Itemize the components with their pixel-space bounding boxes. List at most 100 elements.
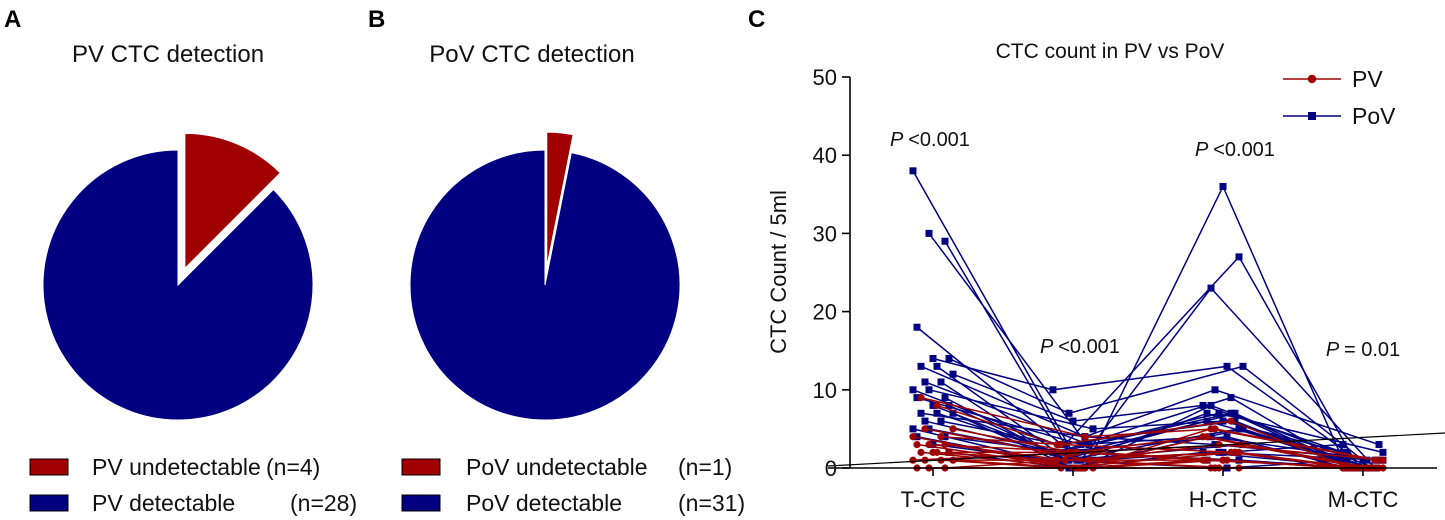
- pie-pov-title: PoV CTC detection: [429, 41, 634, 68]
- line-chart-title: CTC count in PV vs PoV: [996, 40, 1225, 63]
- pov-data-point: [1227, 394, 1235, 402]
- pov-series-line: [920, 365, 1380, 446]
- x-tick-label: M-CTC: [1328, 487, 1399, 512]
- pv-data-point: [1219, 456, 1227, 464]
- legend-pv: PV undetectable (n=4) PV detectable (n=2…: [29, 454, 357, 516]
- pov-data-point: [1199, 401, 1207, 409]
- pv-data-point: [921, 425, 929, 433]
- pov-data-point: [1359, 456, 1367, 464]
- pov-data-point: [1339, 441, 1347, 449]
- line-chart-ctc-count: CTC count in PV vs PoV CTC Count / 5ml 0…: [766, 40, 1445, 512]
- pv-data-point: [1057, 440, 1065, 449]
- pov-data-point: [921, 417, 929, 425]
- legend-pov: PoV undetectable (n=1) PoV detectable (n…: [401, 454, 745, 516]
- legend-marker-pv: [1307, 74, 1317, 84]
- p-value-annotations: P <0.001 P <0.001 P <0.001 P = 0.01: [890, 129, 1400, 361]
- pv-data-point: [1081, 433, 1089, 441]
- legend-count-pov-detectable: (n=31): [678, 490, 745, 516]
- pov-data-point: [1207, 401, 1215, 409]
- pov-data-point: [1231, 409, 1239, 417]
- pov-series-line: [916, 286, 1376, 469]
- pv-data-point: [909, 456, 917, 464]
- pov-data-point: [1049, 386, 1057, 394]
- pov-data-point: [1065, 409, 1073, 417]
- x-tick-label: E-CTC: [1039, 487, 1106, 512]
- panel-letter-c: C: [748, 6, 765, 33]
- legend-count-pov-undetectable: (n=1): [678, 454, 732, 480]
- pov-data-point: [1231, 417, 1239, 425]
- pov-data-point: [1069, 417, 1077, 425]
- pov-data-point: [933, 409, 941, 417]
- legend-label-pov-detectable: PoV detectable: [466, 490, 622, 516]
- y-axis-label: CTC Count / 5ml: [766, 190, 791, 354]
- pov-series-line: [932, 357, 1348, 453]
- pv-data-point: [917, 448, 925, 456]
- pov-data-point: [1363, 456, 1371, 464]
- pov-data-point: [941, 237, 949, 245]
- pov-data-point: [1219, 417, 1227, 425]
- pv-data-point: [917, 394, 925, 402]
- legend-swatch-pov-undetectable: [401, 458, 441, 476]
- pv-data-point: [933, 448, 941, 456]
- pv-data-point: [913, 440, 921, 449]
- pov-series-line: [912, 170, 1372, 469]
- pov-data-point: [1375, 441, 1383, 449]
- pie-pv-slice-undetectable: [184, 132, 282, 270]
- pv-data-point: [1231, 448, 1239, 456]
- pov-data-point: [937, 417, 945, 425]
- pov-data-point: [921, 378, 929, 386]
- pv-data-point: [1207, 425, 1215, 433]
- legend-marker-pov: [1308, 112, 1316, 120]
- pv-data-point: [1379, 456, 1387, 464]
- y-tick-label: 20: [813, 300, 837, 325]
- legend-swatch-pov-detectable: [401, 494, 441, 512]
- pov-data-point: [909, 386, 917, 394]
- line-legend: PV PoV: [1283, 66, 1396, 129]
- pov-data-point: [1343, 456, 1351, 464]
- pov-data-point: [913, 394, 921, 402]
- legend-swatch-pv-detectable: [29, 494, 69, 512]
- pov-data-point: [937, 378, 945, 386]
- pv-data-point: [1203, 433, 1211, 441]
- reference-line: [827, 432, 1445, 467]
- pov-data-point: [1239, 425, 1247, 433]
- pov-data-point: [929, 355, 937, 363]
- pov-data-point: [949, 409, 957, 417]
- y-tick-label: 50: [813, 65, 837, 90]
- pv-series-line: [924, 428, 1384, 461]
- y-tick-label: 0: [825, 456, 837, 481]
- pv-data-point: [1227, 417, 1235, 425]
- pov-data-point: [1339, 448, 1347, 456]
- y-tick-label: 40: [813, 143, 837, 168]
- legend-count-pv-undetectable: (n=4): [266, 454, 320, 480]
- pv-data-point: [1371, 456, 1379, 464]
- pov-series-line: [948, 357, 1364, 461]
- pie-pov-slice-detectable: [409, 149, 681, 421]
- pie-chart-pv: PV CTC detection: [42, 41, 314, 421]
- panel-letter-a: A: [4, 6, 21, 33]
- pv-data-point: [1085, 456, 1093, 464]
- pov-data-point: [945, 401, 953, 409]
- legend-label-pov-undetectable: PoV undetectable: [466, 454, 648, 480]
- pov-data-point: [909, 425, 917, 433]
- pov-data-point: [945, 355, 953, 363]
- pov-data-point: [1235, 425, 1243, 433]
- y-tick-label: 30: [813, 221, 837, 246]
- pov-data-point: [949, 370, 957, 378]
- legend-label-pov: PoV: [1352, 103, 1396, 129]
- pov-data-point: [1235, 253, 1243, 261]
- p-value-t-ctc: P <0.001: [890, 129, 970, 151]
- axes: 0 10 20 30 40 50 T-CTC E-CTC H-CTC M-CTC: [813, 65, 1445, 512]
- pie-pv-title: PV CTC detection: [72, 41, 264, 68]
- legend-swatch-pv-undetectable: [29, 458, 69, 476]
- pov-data-point: [1207, 284, 1215, 292]
- pv-data-point: [949, 425, 957, 433]
- pov-data-point: [1077, 441, 1085, 449]
- pov-data-point: [1199, 448, 1207, 456]
- pov-data-point: [917, 409, 925, 417]
- pv-data-point: [1061, 456, 1069, 464]
- p-value-e-ctc: P <0.001: [1040, 336, 1120, 358]
- pov-data-point: [1203, 417, 1211, 425]
- pv-data-point: [909, 433, 917, 441]
